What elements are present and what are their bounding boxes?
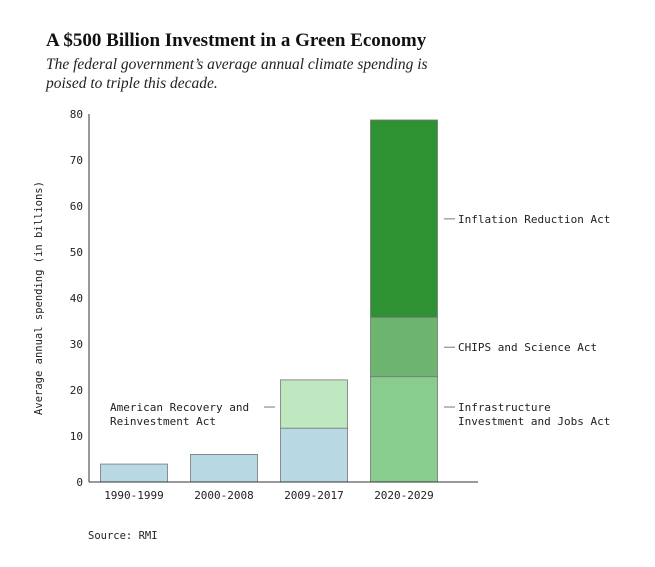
bar-segment	[280, 379, 348, 429]
annotation-label: Infrastructure	[458, 401, 551, 414]
x-tick-label: 2020-2029	[374, 489, 434, 502]
bar-segment	[370, 119, 438, 318]
chart-subtitle: The federal government’s average annual …	[46, 56, 428, 92]
bar-segment	[370, 376, 438, 483]
bar-segment	[100, 463, 168, 483]
y-tick-label: 70	[70, 154, 83, 167]
y-tick-label: 20	[70, 384, 83, 397]
source-note: Source: RMI	[88, 530, 158, 542]
y-tick-label: 30	[70, 338, 83, 351]
annotation-label: Investment and Jobs Act	[458, 415, 610, 428]
y-tick-label: 10	[70, 430, 83, 443]
y-tick-label: 80	[70, 108, 83, 121]
bar-segment	[190, 453, 258, 483]
x-tick-label: 2009-2017	[284, 489, 344, 502]
annotation-label: American Recovery and	[110, 401, 249, 414]
bar-segment	[370, 316, 438, 378]
bar-segment	[280, 427, 348, 483]
annotation-label: Inflation Reduction Act	[458, 213, 610, 226]
y-axis: 0 10 20 30 40 50 60 70 80	[70, 108, 90, 489]
y-tick-label: 0	[76, 476, 83, 489]
bars	[100, 119, 438, 483]
x-tick-label: 1990-1999	[104, 489, 164, 502]
y-tick-label: 50	[70, 246, 83, 259]
y-axis-label: Average annual spending (in billions)	[33, 181, 45, 415]
y-tick-label: 60	[70, 200, 83, 213]
chart-title: A $500 Billion Investment in a Green Eco…	[46, 30, 427, 51]
x-tick-label: 2000-2008	[194, 489, 254, 502]
x-axis: 1990-1999 2000-2008 2009-2017 2020-2029	[89, 481, 478, 502]
annotations: Inflation Reduction Act CHIPS and Science…	[110, 213, 610, 428]
annotation-label: CHIPS and Science Act	[458, 341, 597, 354]
annotation-label: Reinvestment Act	[110, 415, 216, 428]
y-tick-label: 40	[70, 292, 83, 305]
